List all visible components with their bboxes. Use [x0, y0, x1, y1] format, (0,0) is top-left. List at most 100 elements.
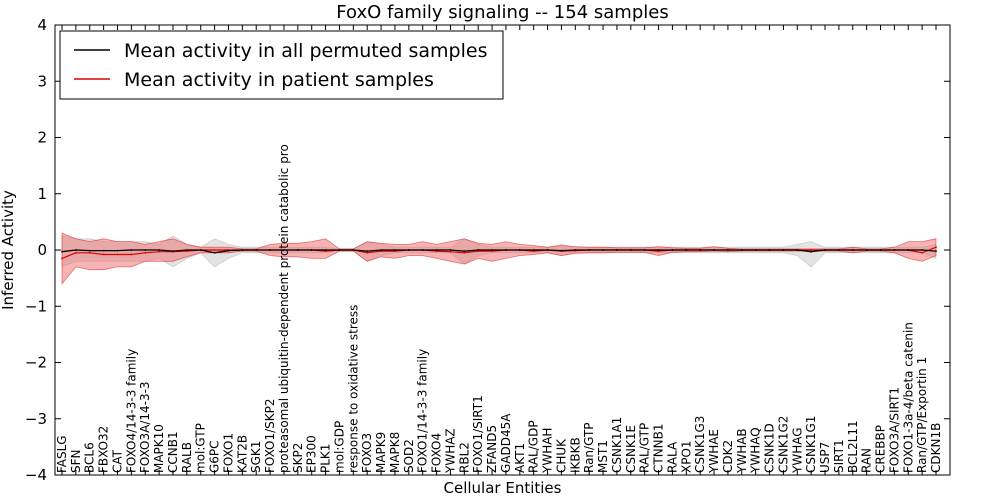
data-point	[685, 249, 688, 251]
data-point	[407, 249, 410, 251]
y-axis-label: Inferred Activity	[0, 190, 17, 310]
x-category-label: FOXO3	[360, 433, 374, 473]
x-category-label: mol:GTP	[194, 423, 208, 473]
x-category-label: CSNK1D	[763, 423, 777, 473]
x-category-label: YWHAQ	[749, 427, 763, 474]
data-point	[61, 257, 63, 260]
data-point	[269, 249, 271, 251]
data-point	[116, 249, 119, 252]
data-point	[449, 250, 452, 253]
data-point	[699, 249, 702, 251]
x-category-label: CTNNB1	[652, 423, 666, 473]
confidence-bands	[61, 232, 937, 285]
data-point	[671, 249, 674, 251]
data-point	[380, 249, 382, 251]
data-point	[241, 249, 244, 251]
x-category-label: RALA	[665, 441, 679, 473]
x-category-label: SGK1	[249, 441, 263, 473]
x-category-label: FOXO1/14-3-3 family	[416, 349, 430, 473]
data-point	[394, 249, 396, 251]
data-point	[532, 249, 535, 251]
x-axis-label: Cellular Entities	[444, 479, 562, 497]
x-category-label: FOXO1/SIRT1	[471, 395, 485, 473]
data-point	[255, 249, 258, 251]
x-category-label: FBXO32	[97, 426, 111, 473]
data-point	[463, 251, 466, 254]
data-point	[477, 249, 480, 251]
legend-box	[59, 30, 504, 100]
data-point	[865, 249, 868, 251]
x-category-label: MAPK9	[374, 432, 388, 473]
data-point	[213, 249, 216, 251]
x-category-label: CSNK1G1	[804, 416, 818, 473]
x-category-label: Ran/GTP/Exportin 1	[915, 357, 929, 473]
data-point	[158, 249, 161, 251]
data-point	[296, 249, 299, 251]
data-point	[740, 249, 743, 251]
x-category-label: PLK1	[319, 444, 333, 473]
data-point	[574, 249, 577, 251]
y-tick-label: −2	[25, 354, 47, 372]
y-tick-label: 0	[37, 241, 47, 259]
x-category-label: FOXO4/14-3-3 family	[124, 349, 138, 473]
y-axis: 4 3 2 1 0 −1 −2 −3 −4	[25, 16, 950, 484]
data-point	[61, 250, 63, 253]
data-point	[546, 249, 549, 251]
data-point	[935, 250, 937, 253]
y-tick-label: 4	[37, 16, 47, 34]
data-point	[518, 249, 521, 251]
data-point	[935, 246, 937, 249]
data-point	[130, 249, 133, 251]
data-point	[102, 249, 105, 252]
x-category-label: ZFAND5	[485, 425, 499, 473]
data-point	[324, 249, 327, 251]
y-tick-label: −4	[25, 466, 47, 484]
data-point	[172, 250, 174, 253]
legend: Mean activity in all permuted samples Me…	[59, 30, 504, 100]
data-point	[144, 249, 147, 251]
legend-label-patient: Mean activity in patient samples	[124, 69, 434, 91]
data-point	[435, 249, 438, 251]
x-category-label: MST1	[596, 440, 610, 473]
x-category-label: FOXO1	[222, 433, 236, 473]
band-patient	[61, 232, 937, 285]
data-point	[88, 251, 91, 254]
x-category-label: AKT1	[513, 443, 527, 473]
y-tick-label: 2	[37, 129, 47, 147]
x-category-label: SKP2	[291, 443, 305, 473]
data-point	[560, 249, 563, 252]
x-category-label: FASLG	[55, 435, 69, 473]
data-point	[421, 249, 424, 251]
x-category-label: SOD2	[402, 439, 416, 473]
data-point	[810, 250, 812, 253]
data-point	[643, 249, 646, 251]
data-point	[657, 249, 660, 251]
data-point	[463, 250, 466, 253]
x-category-label: mol:GDP	[333, 421, 347, 473]
y-tick-label: −3	[25, 410, 47, 428]
data-point	[352, 249, 355, 251]
x-category-label: CSNK1G3	[693, 416, 707, 473]
x-category-label: CDKN1B	[929, 423, 943, 473]
x-category-label: IKBKB	[568, 437, 582, 473]
x-category-label: BCL6	[83, 442, 97, 473]
x-category-label: FOXO3A/14-3-3	[138, 381, 152, 473]
data-point	[338, 249, 341, 251]
data-point	[810, 249, 812, 251]
x-category-label: CDK2	[721, 440, 735, 473]
x-category-label: CSNK1A1	[610, 417, 624, 473]
data-point	[588, 249, 591, 251]
x-category-label: EP300	[305, 435, 319, 473]
x-axis: FASLG SFN BCL6 FBXO32 CAT FOXO4/14-3-3 family…	[55, 25, 943, 475]
x-category-label: XPO1	[679, 440, 693, 473]
data-point	[824, 249, 826, 251]
data-point	[505, 249, 507, 251]
x-category-label: Ran/GTP	[582, 422, 596, 473]
x-category-label: YWHAH	[541, 428, 555, 474]
data-point	[283, 249, 285, 251]
x-category-label: CAT	[111, 449, 125, 473]
x-category-label: CCNB1	[166, 431, 180, 473]
data-point	[754, 249, 757, 251]
